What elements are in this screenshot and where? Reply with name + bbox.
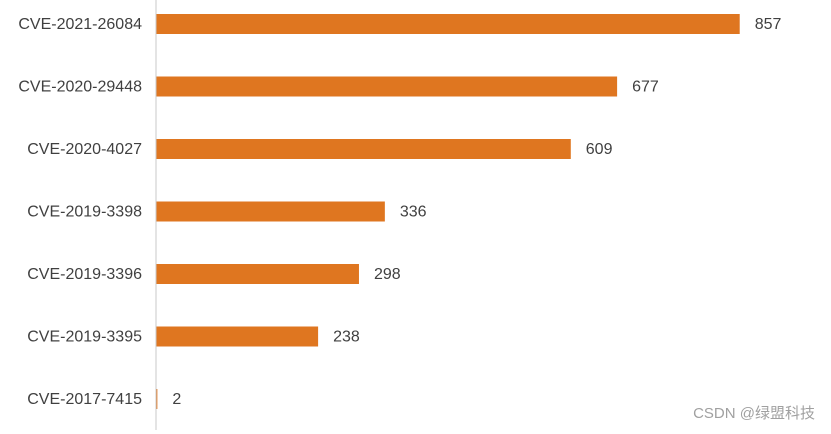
y-tick-label: CVE-2019-3395 [27,329,142,346]
bar [156,139,571,159]
y-tick-label: CVE-2020-4027 [27,141,142,158]
value-label: 2 [172,391,181,408]
bar [156,326,319,347]
value-label: 238 [333,329,360,346]
y-tick-label: CVE-2020-29448 [18,79,142,96]
value-label: 298 [374,266,401,283]
y-tick-label: CVE-2019-3396 [27,266,142,283]
bar [156,264,359,284]
y-tick-label: CVE-2019-3398 [27,204,142,221]
value-label: 609 [586,141,613,158]
value-label: 677 [632,79,659,96]
y-tick-label: CVE-2017-7415 [27,391,142,408]
y-tick-label: CVE-2021-26084 [18,16,142,33]
watermark: CSDN @绿盟科技 [693,405,815,422]
bar [156,389,158,409]
bar [156,201,385,222]
bar [156,14,740,34]
value-label: 336 [400,204,427,221]
bar [156,76,618,97]
value-label: 857 [755,16,782,33]
